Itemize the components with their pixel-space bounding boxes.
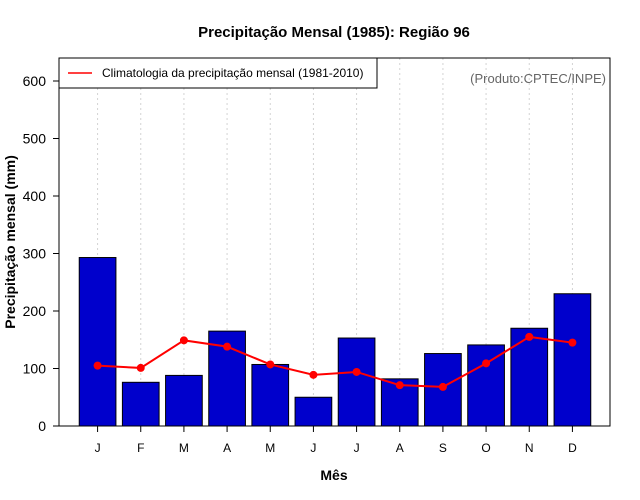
y-axis-label: Precipitação mensal (mm) [2,155,18,329]
line-point [525,332,534,341]
line-point [438,382,447,391]
chart-title: Precipitação Mensal (1985): Região 96 [198,24,470,41]
y-tick-label: 100 [23,361,47,377]
x-tick-label: M [179,441,189,455]
line-point [309,370,318,379]
line-point [223,342,232,351]
y-tick-label: 300 [23,246,47,262]
bar [467,344,505,427]
legend-label: Climatologia da precipitação mensal (198… [102,66,363,80]
y-tick-label: 600 [23,73,47,89]
y-axis: 0 100 200 300 400 500 600 [23,73,59,434]
x-tick-label: D [568,441,577,455]
bar [337,337,376,427]
line-point [395,381,404,390]
x-tick-label: S [439,441,447,455]
legend-box [58,57,378,89]
x-tick-label: J [310,441,316,455]
bars [78,257,592,427]
line-point [266,360,275,369]
line-point [93,361,102,370]
bar [78,257,117,427]
y-tick-label: 400 [23,188,47,204]
x-tick-label: A [223,441,231,455]
legend: Climatologia da precipitação mensal (198… [58,57,378,89]
source-annotation: (Produto:CPTEC/INPE) [470,71,606,86]
x-axis-label: Mês [320,467,347,483]
y-tick-label: 200 [23,303,47,319]
x-tick-label: M [265,441,275,455]
bar [294,396,333,427]
line-point [179,336,188,345]
bar [553,293,592,427]
line-path [97,335,573,388]
x-tick-label: F [137,441,144,455]
bar [121,381,160,427]
line-point [568,338,577,347]
line-point [136,363,145,372]
bar [165,374,203,427]
line-point [482,359,491,368]
climatology-line [93,332,577,391]
line-point [352,367,361,376]
y-tick-label: 500 [23,131,47,147]
bar [510,327,549,427]
x-tick-label: J [95,441,101,455]
x-tick-label: J [354,441,360,455]
x-tick-label: N [525,441,534,455]
y-tick-label: 0 [38,418,46,434]
bar [251,363,290,427]
x-tick-label: A [396,441,404,455]
x-tick-label: O [481,441,490,455]
